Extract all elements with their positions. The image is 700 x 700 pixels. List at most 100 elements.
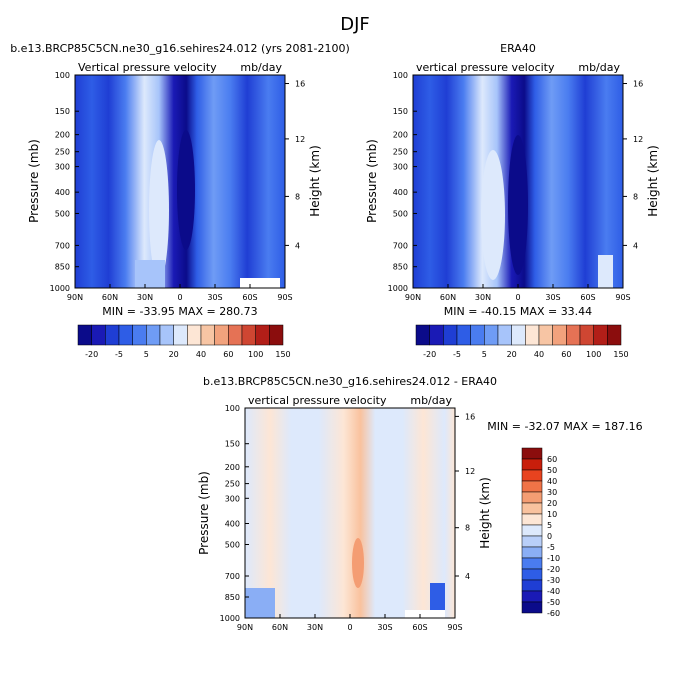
x-tick-label: 60N (272, 623, 288, 632)
y-right-tick-labels: 16 12 8 4 (455, 412, 475, 581)
colorbar-swatch (521, 524, 543, 537)
colorbar-era40: -20 -5 5 20 40 60 100 150 (415, 324, 629, 359)
contour-core-light (481, 150, 505, 280)
x-tick-label: 60S (242, 293, 257, 302)
y-right-tick-label: 12 (465, 467, 475, 476)
colorbar-label: 40 (196, 350, 206, 359)
colorbar-swatch (521, 590, 543, 603)
y-right-tick-label: 12 (633, 135, 643, 144)
colorbar-label: 60 (547, 455, 557, 464)
y-right-tick-label: 16 (465, 412, 475, 421)
colorbar-swatch (521, 546, 543, 559)
page-title: DJF (340, 14, 370, 35)
y-tick-label: 300 (55, 163, 70, 172)
y-right-axis-label: Height (km) (478, 477, 492, 548)
colorbar-swatch (521, 601, 543, 614)
colorbar-swatch (429, 324, 444, 346)
stats-label: MIN = -40.15 MAX = 33.44 (444, 305, 592, 318)
y-axis-label: Pressure (mb) (365, 139, 379, 223)
contour-core-dark (177, 130, 195, 250)
y-tick-label: 500 (55, 209, 70, 218)
colorbar-label: 20 (547, 499, 557, 508)
colorbar-swatch (521, 568, 543, 581)
colorbar-label: 5 (482, 350, 487, 359)
colorbar-swatch (497, 324, 512, 346)
y-tick-label: 500 (225, 541, 240, 550)
colorbar-label: 0 (547, 532, 552, 541)
x-tick-label: 0 (515, 293, 520, 302)
y-axis-label: Pressure (mb) (27, 139, 41, 223)
colorbar-swatch (552, 324, 567, 346)
colorbar-swatch (470, 324, 485, 346)
colorbar-label: -5 (547, 543, 555, 552)
x-tick-label: 60N (440, 293, 456, 302)
colorbar-swatch (146, 324, 161, 346)
colorbar-swatch (118, 324, 133, 346)
colorbar-swatch (607, 324, 622, 346)
y-tick-label: 250 (393, 148, 408, 157)
y-right-tick-label: 8 (295, 192, 300, 201)
colorbar-swatch (511, 324, 526, 346)
x-tick-label: 60S (580, 293, 595, 302)
panel-era40: ERA40 vertical pressure velocity mb/day … (365, 42, 660, 318)
contour-white-patch (240, 278, 280, 288)
y-tick-label: 150 (55, 107, 70, 116)
colorbar-swatch (521, 491, 543, 504)
y-tick-label: 1000 (220, 614, 240, 623)
y-right-tick-label: 4 (465, 572, 470, 581)
x-tick-labels: 90N 60N 30N 0 30S 60S 90S (405, 284, 631, 302)
panel-title: b.e13.BRCP85C5CN.ne30_g16.sehires24.012 … (203, 375, 497, 388)
colorbar-swatch (521, 502, 543, 515)
y-right-tick-label: 16 (295, 80, 305, 89)
colorbar-label: 10 (547, 510, 557, 519)
y-tick-label: 850 (393, 263, 408, 272)
colorbar-swatch (456, 324, 471, 346)
colorbar-label: 5 (547, 521, 552, 530)
stats-label: MIN = -33.95 MAX = 280.73 (102, 305, 257, 318)
x-tick-label: 90N (67, 293, 83, 302)
y-right-tick-labels: 16 12 8 4 (623, 80, 643, 250)
colorbar-label: -40 (547, 587, 560, 596)
y-tick-label: 250 (225, 480, 240, 489)
colorbar-swatch (77, 324, 92, 346)
x-tick-label: 90S (615, 293, 630, 302)
colorbar-swatch (521, 447, 543, 460)
colorbar-model: -20 -5 5 20 40 60 100 150 (77, 324, 291, 359)
colorbar-swatch (443, 324, 458, 346)
colorbar-label: -20 (547, 565, 560, 574)
colorbar-swatch (228, 324, 243, 346)
x-tick-label: 30N (475, 293, 491, 302)
y-right-tick-label: 8 (633, 192, 638, 201)
y-tick-labels: 100 150 200 250 300 400 500 700 850 1000 (50, 71, 79, 293)
panel-title: ERA40 (500, 42, 536, 55)
y-right-tick-label: 16 (633, 80, 643, 89)
x-tick-label: 90N (405, 293, 421, 302)
colorbar-swatch (173, 324, 188, 346)
stats-label: MIN = -32.07 MAX = 187.16 (487, 420, 642, 433)
y-tick-label: 100 (225, 404, 240, 413)
contour-core-dark (508, 135, 528, 275)
y-right-axis-label: Height (km) (308, 145, 322, 216)
colorbar-label: 60 (223, 350, 233, 359)
colorbar-swatch (91, 324, 106, 346)
y-right-tick-labels: 16 12 8 4 (285, 80, 305, 250)
colorbar-swatch (159, 324, 174, 346)
x-tick-labels: 90N 60N 30N 0 30S 60S 90S (67, 284, 293, 302)
colorbar-swatch (200, 324, 215, 346)
panel-subtitle-right: mb/day (240, 61, 282, 74)
y-axis-label: Pressure (mb) (197, 471, 211, 555)
y-right-tick-label: 4 (295, 241, 300, 250)
y-tick-label: 300 (225, 494, 240, 503)
y-right-tick-label: 12 (295, 135, 305, 144)
colorbar-swatch (269, 324, 284, 346)
colorbar-swatch (593, 324, 608, 346)
contour-band-blue (245, 588, 275, 618)
x-tick-label: 30N (307, 623, 323, 632)
colorbar-label: 20 (169, 350, 179, 359)
colorbar-label: -60 (547, 609, 560, 618)
colorbar-label: 5 (144, 350, 149, 359)
y-tick-label: 700 (393, 241, 408, 250)
contour-band-light (135, 260, 165, 288)
